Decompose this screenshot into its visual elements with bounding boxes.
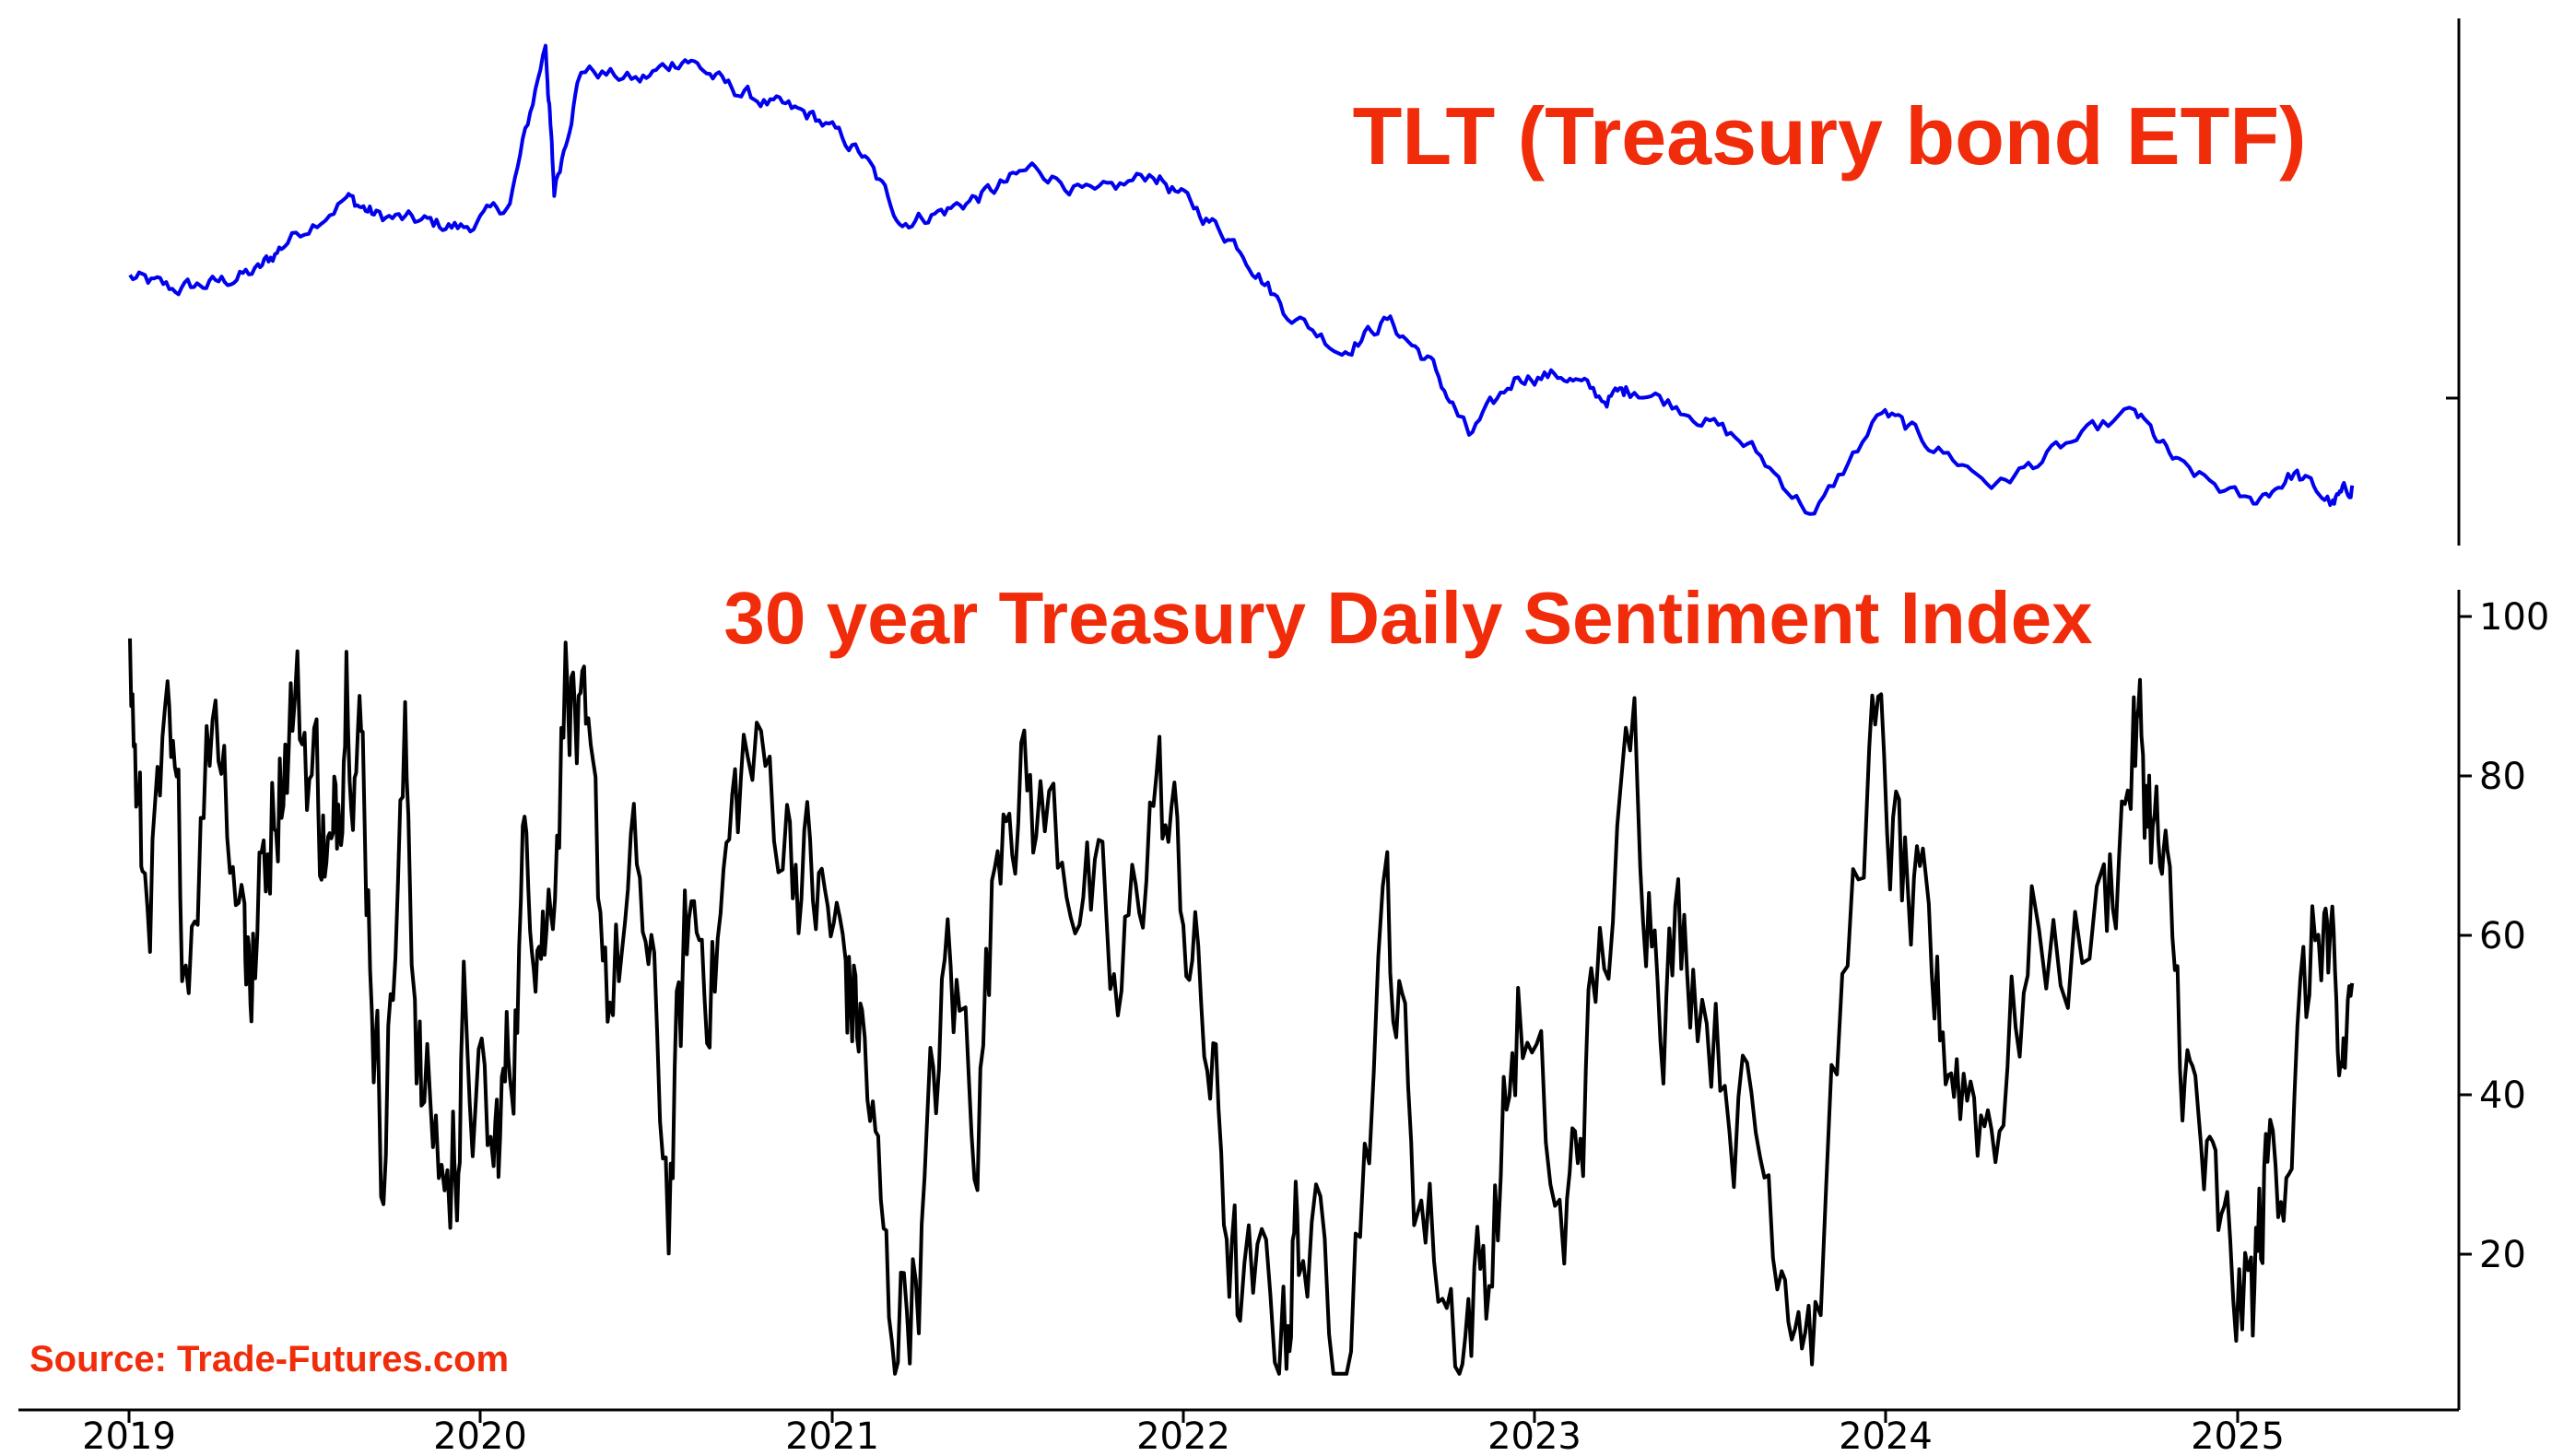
tlt-price-line — [128, 43, 2355, 516]
x-axis-ticks: 2019 2020 2021 2022 2023 2024 2025 — [82, 1410, 2285, 1456]
x-tick-label-2019: 2019 — [82, 1415, 176, 1456]
sentiment-panel: 20 40 60 80 100 2019 2020 2021 2022 2023 2024 2025… — [18, 577, 2549, 1456]
tlt-panel: TLT (Treasury bond ETF) — [128, 18, 2461, 546]
x-tick-label-2025: 2025 — [2191, 1415, 2285, 1456]
y-tick-label-20: 20 — [2479, 1234, 2526, 1276]
y-tick-label-80: 80 — [2479, 756, 2526, 798]
x-tick-label-2023: 2023 — [1487, 1415, 1581, 1456]
y-tick-label-40: 40 — [2479, 1074, 2526, 1117]
y-tick-label-100: 100 — [2479, 596, 2549, 639]
x-tick-label-2022: 2022 — [1136, 1415, 1230, 1456]
x-tick-label-2024: 2024 — [1839, 1415, 1933, 1456]
source-label: Source: Trade-Futures.com — [29, 1339, 509, 1380]
sentiment-index-line — [128, 638, 2355, 1376]
sentiment-panel-title: 30 year Treasury Daily Sentiment Index — [723, 577, 2092, 659]
y-tick-label-60: 60 — [2479, 915, 2526, 957]
x-tick-label-2020: 2020 — [433, 1415, 527, 1456]
x-tick-label-2021: 2021 — [785, 1415, 879, 1456]
tlt-panel-title: TLT (Treasury bond ETF) — [1353, 90, 2307, 182]
sentiment-y-ticks: 20 40 60 80 100 — [2459, 596, 2549, 1276]
